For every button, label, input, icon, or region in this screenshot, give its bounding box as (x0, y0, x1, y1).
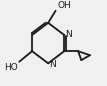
Text: N: N (49, 60, 56, 69)
Text: N: N (65, 30, 72, 39)
Text: OH: OH (58, 1, 72, 10)
Text: HO: HO (4, 63, 18, 72)
